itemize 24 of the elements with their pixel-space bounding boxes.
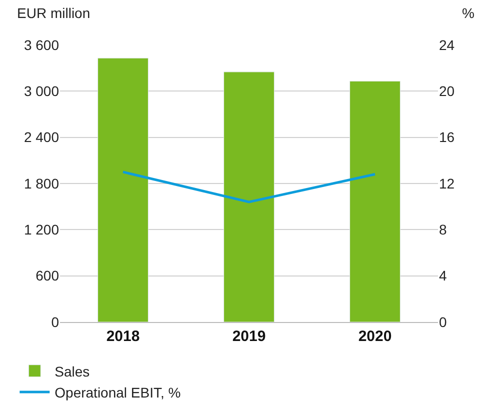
y2-axis-title: % <box>462 5 474 21</box>
bar <box>350 80 400 322</box>
y-tick-label: 3 000 <box>24 83 60 100</box>
bar <box>98 58 148 322</box>
x-tick-label: 2020 <box>358 328 392 345</box>
y2-tick-label: 8 <box>439 222 447 238</box>
y2-tick-label: 4 <box>439 268 447 284</box>
y-tick-label: 1 800 <box>24 175 60 192</box>
y-tick-label: 1 200 <box>24 222 60 238</box>
y2-tick-label: 12 <box>439 175 455 192</box>
y-tick-label: 3 600 <box>24 36 60 53</box>
y-tick-label: 2 400 <box>24 129 60 146</box>
y2-tick-label: 16 <box>439 129 455 146</box>
x-tick-label: 2019 <box>232 328 266 345</box>
y-tick-label: 600 <box>36 268 60 284</box>
y2-tick-label: 24 <box>439 36 455 53</box>
y2-tick-label: 20 <box>439 83 455 100</box>
x-tick-label: 2018 <box>106 328 140 345</box>
legend-label: Operational EBIT, % <box>54 384 181 400</box>
bar <box>224 72 274 322</box>
y-tick-label: 0 <box>51 314 60 330</box>
legend-label: Sales <box>54 363 90 380</box>
y2-tick-label: 0 <box>439 314 447 330</box>
y-axis-title: EUR million <box>17 5 90 21</box>
